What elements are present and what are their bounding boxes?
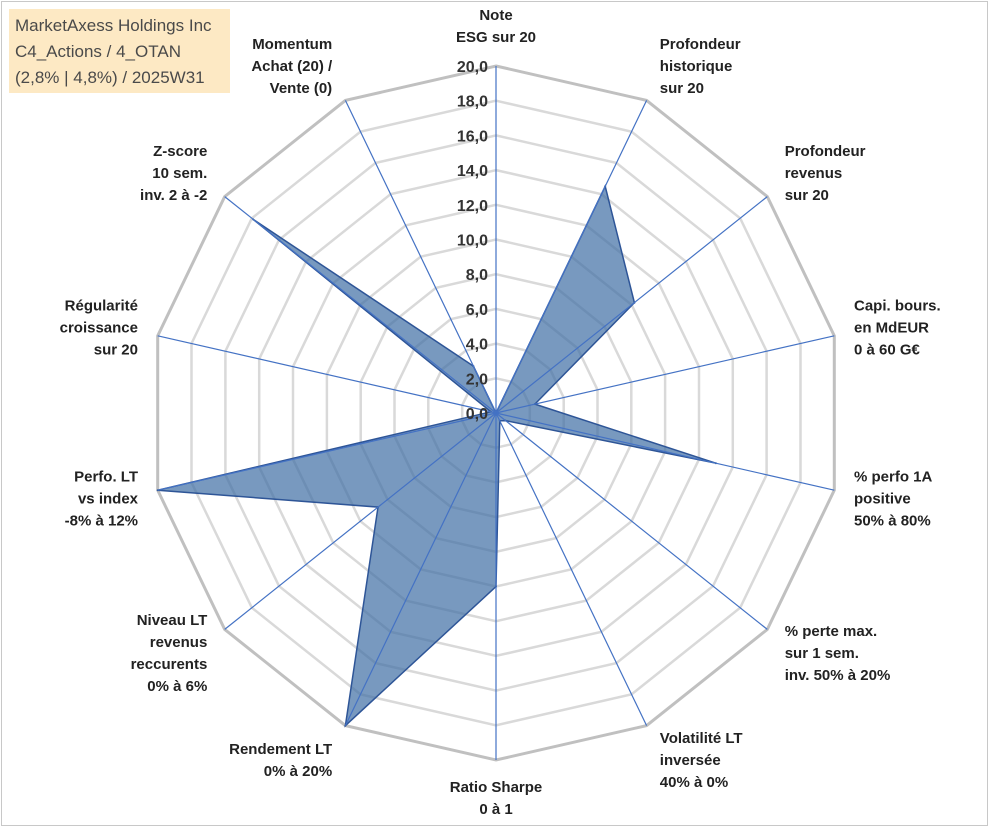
axis-label-3: Capi. bours. en MdEUR 0 à 60 G€ xyxy=(854,297,941,358)
axis-label-9: Niveau LT revenus reccurents 0% à 6% xyxy=(131,612,208,695)
tick-label-2: 4,0 xyxy=(466,337,488,354)
chart-title-box: MarketAxess Holdings Inc C4_Actions / 4_… xyxy=(9,9,230,93)
axis-label-7: Ratio Sharpe 0 à 1 xyxy=(450,779,543,818)
axis-label-9-line-3: 0% à 6% xyxy=(147,678,207,695)
axis-label-11-line-2: sur 20 xyxy=(94,341,138,358)
tick-label-7: 14,0 xyxy=(457,163,488,180)
axis-label-6-line-1: inversée xyxy=(660,752,721,769)
axis-label-0-line-0: Note xyxy=(479,7,512,24)
axis-label-10: Perfo. LT vs index -8% à 12% xyxy=(65,469,139,530)
axis-label-11: Régularité croissance sur 20 xyxy=(60,297,138,358)
axis-label-8-line-1: 0% à 20% xyxy=(264,763,332,780)
axis-label-9-line-0: Niveau LT xyxy=(137,612,208,629)
axis-label-9-line-1: revenus xyxy=(150,634,208,651)
tick-label-6: 12,0 xyxy=(457,198,488,215)
axis-label-6: Volatilité LT inversée 40% à 0% xyxy=(660,730,743,791)
axis-spoke-4 xyxy=(495,412,835,491)
axis-label-12: Z-score 10 sem. inv. 2 à -2 xyxy=(140,143,207,204)
axis-spoke-1 xyxy=(495,100,648,414)
chart-title-line-3: (2,8% | 4,8%) / 2025W31 xyxy=(15,68,205,87)
axis-label-5-line-1: sur 1 sem. xyxy=(785,645,859,662)
axis-spoke-8 xyxy=(344,412,497,726)
radar-series xyxy=(156,184,717,728)
axis-spoke-12 xyxy=(224,196,497,414)
axis-label-2-line-1: revenus xyxy=(785,165,843,182)
radar-axes xyxy=(157,66,835,760)
axis-label-3-line-0: Capi. bours. xyxy=(854,297,941,314)
axis-label-0-line-1: ESG sur 20 xyxy=(456,29,536,46)
axis-spoke-3 xyxy=(495,335,835,414)
series-area xyxy=(157,184,717,728)
axis-label-8-line-0: Rendement LT xyxy=(229,741,332,758)
axis-label-11-line-0: Régularité xyxy=(65,297,138,314)
axis-label-8: Rendement LT 0% à 20% xyxy=(229,741,332,780)
axis-label-0: Note ESG sur 20 xyxy=(456,7,536,46)
tick-label-3: 6,0 xyxy=(466,302,488,319)
axis-label-13: Momentum Achat (20) / Vente (0) xyxy=(251,36,333,97)
axis-label-10-line-1: vs index xyxy=(78,491,139,508)
axis-label-12-line-1: 10 sem. xyxy=(152,165,207,182)
axis-label-1: Profondeur historique sur 20 xyxy=(660,36,741,97)
axis-spoke-9 xyxy=(224,412,497,630)
axis-label-6-line-0: Volatilité LT xyxy=(660,730,743,747)
axis-label-4: % perfo 1A positive 50% à 80% xyxy=(854,469,933,530)
axis-label-13-line-0: Momentum xyxy=(252,36,332,53)
axis-label-4-line-1: positive xyxy=(854,491,911,508)
axis-label-5-line-2: inv. 50% à 20% xyxy=(785,667,891,684)
axis-spoke-13 xyxy=(344,100,497,414)
axis-label-11-line-1: croissance xyxy=(60,319,138,336)
axis-label-1-line-1: historique xyxy=(660,58,733,75)
axis-label-2-line-2: sur 20 xyxy=(785,187,829,204)
axis-label-7-line-0: Ratio Sharpe xyxy=(450,779,543,796)
radar-axis-labels: Note ESG sur 20 Profondeur historique sur 20… xyxy=(60,7,941,818)
axis-label-7-line-1: 0 à 1 xyxy=(479,801,512,818)
tick-label-8: 16,0 xyxy=(457,128,488,145)
axis-label-13-line-1: Achat (20) / xyxy=(251,58,333,75)
chart-title-line-2: C4_Actions / 4_OTAN xyxy=(15,42,181,61)
axis-label-1-line-0: Profondeur xyxy=(660,36,741,53)
axis-label-5-line-0: % perte max. xyxy=(785,623,878,640)
axis-label-6-line-2: 40% à 0% xyxy=(660,774,728,791)
tick-label-4: 8,0 xyxy=(466,267,488,284)
radar-tick-labels: 0,0 2,0 4,0 6,0 8,0 10,0 12,0 14,0 16,0 18,0 20,0 xyxy=(457,59,488,423)
axis-label-3-line-2: 0 à 60 G€ xyxy=(854,341,921,358)
axis-label-12-line-2: inv. 2 à -2 xyxy=(140,187,207,204)
axis-label-1-line-2: sur 20 xyxy=(660,80,704,97)
axis-label-9-line-2: reccurents xyxy=(131,656,208,673)
tick-label-5: 10,0 xyxy=(457,233,488,250)
axis-spoke-10 xyxy=(157,412,497,491)
axis-label-2-line-0: Profondeur xyxy=(785,143,866,160)
axis-spoke-11 xyxy=(157,335,497,414)
axis-label-3-line-1: en MdEUR xyxy=(854,319,929,336)
axis-label-10-line-2: -8% à 12% xyxy=(65,513,138,530)
tick-label-1: 2,0 xyxy=(466,371,488,388)
axis-spoke-5 xyxy=(495,412,768,630)
tick-label-9: 18,0 xyxy=(457,94,488,111)
tick-label-0: 0,0 xyxy=(466,406,488,423)
axis-spoke-6 xyxy=(495,412,648,726)
chart-title-line-1: MarketAxess Holdings Inc xyxy=(15,16,212,35)
axis-label-10-line-0: Perfo. LT xyxy=(74,469,138,486)
axis-spoke-2 xyxy=(495,196,768,414)
axis-label-4-line-0: % perfo 1A xyxy=(854,469,933,486)
axis-label-5: % perte max. sur 1 sem. inv. 50% à 20% xyxy=(785,623,891,684)
axis-label-4-line-2: 50% à 80% xyxy=(854,513,931,530)
tick-label-10: 20,0 xyxy=(457,59,488,76)
axis-label-12-line-0: Z-score xyxy=(153,143,207,160)
axis-label-13-line-2: Vente (0) xyxy=(270,80,333,97)
axis-label-2: Profondeur revenus sur 20 xyxy=(785,143,866,204)
